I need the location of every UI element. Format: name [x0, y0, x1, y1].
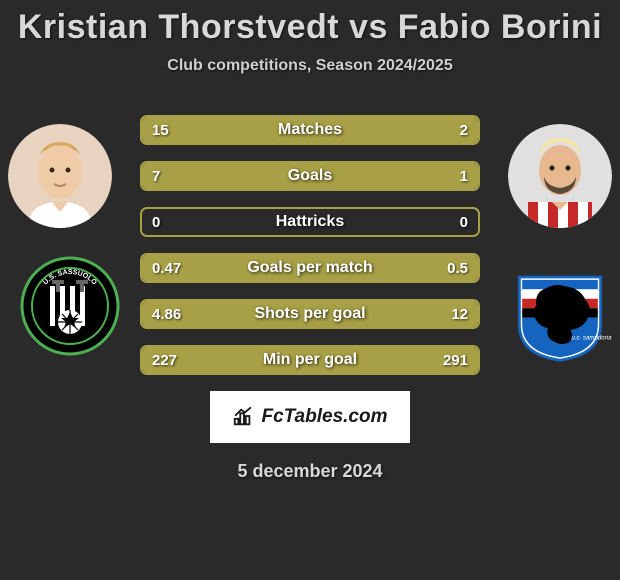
comparison-title: Kristian Thorstvedt vs Fabio Borini — [0, 0, 620, 47]
chart-icon — [232, 406, 254, 428]
brand-text: FcTables.com — [261, 406, 387, 428]
stat-label: Matches — [142, 121, 478, 139]
stat-bar: 71Goals — [140, 161, 480, 191]
brand-badge: FcTables.com — [210, 391, 410, 443]
snapshot-date: 5 december 2024 — [0, 461, 620, 482]
stat-bar: 227291Min per goal — [140, 345, 480, 375]
comparison-subtitle: Club competitions, Season 2024/2025 — [0, 57, 620, 75]
stat-bars: 152Matches 71Goals 00Hattricks 0.470.5Goals… — [140, 115, 480, 375]
stat-bar: 00Hattricks — [140, 207, 480, 237]
stat-label: Shots per goal — [142, 305, 478, 323]
stat-label: Goals — [142, 167, 478, 185]
stat-label: Min per goal — [142, 351, 478, 369]
stat-bar: 152Matches — [140, 115, 480, 145]
stat-bar: 4.8612Shots per goal — [140, 299, 480, 329]
stat-label: Goals per match — [142, 259, 478, 277]
stat-bar: 0.470.5Goals per match — [140, 253, 480, 283]
stat-label: Hattricks — [142, 213, 478, 231]
